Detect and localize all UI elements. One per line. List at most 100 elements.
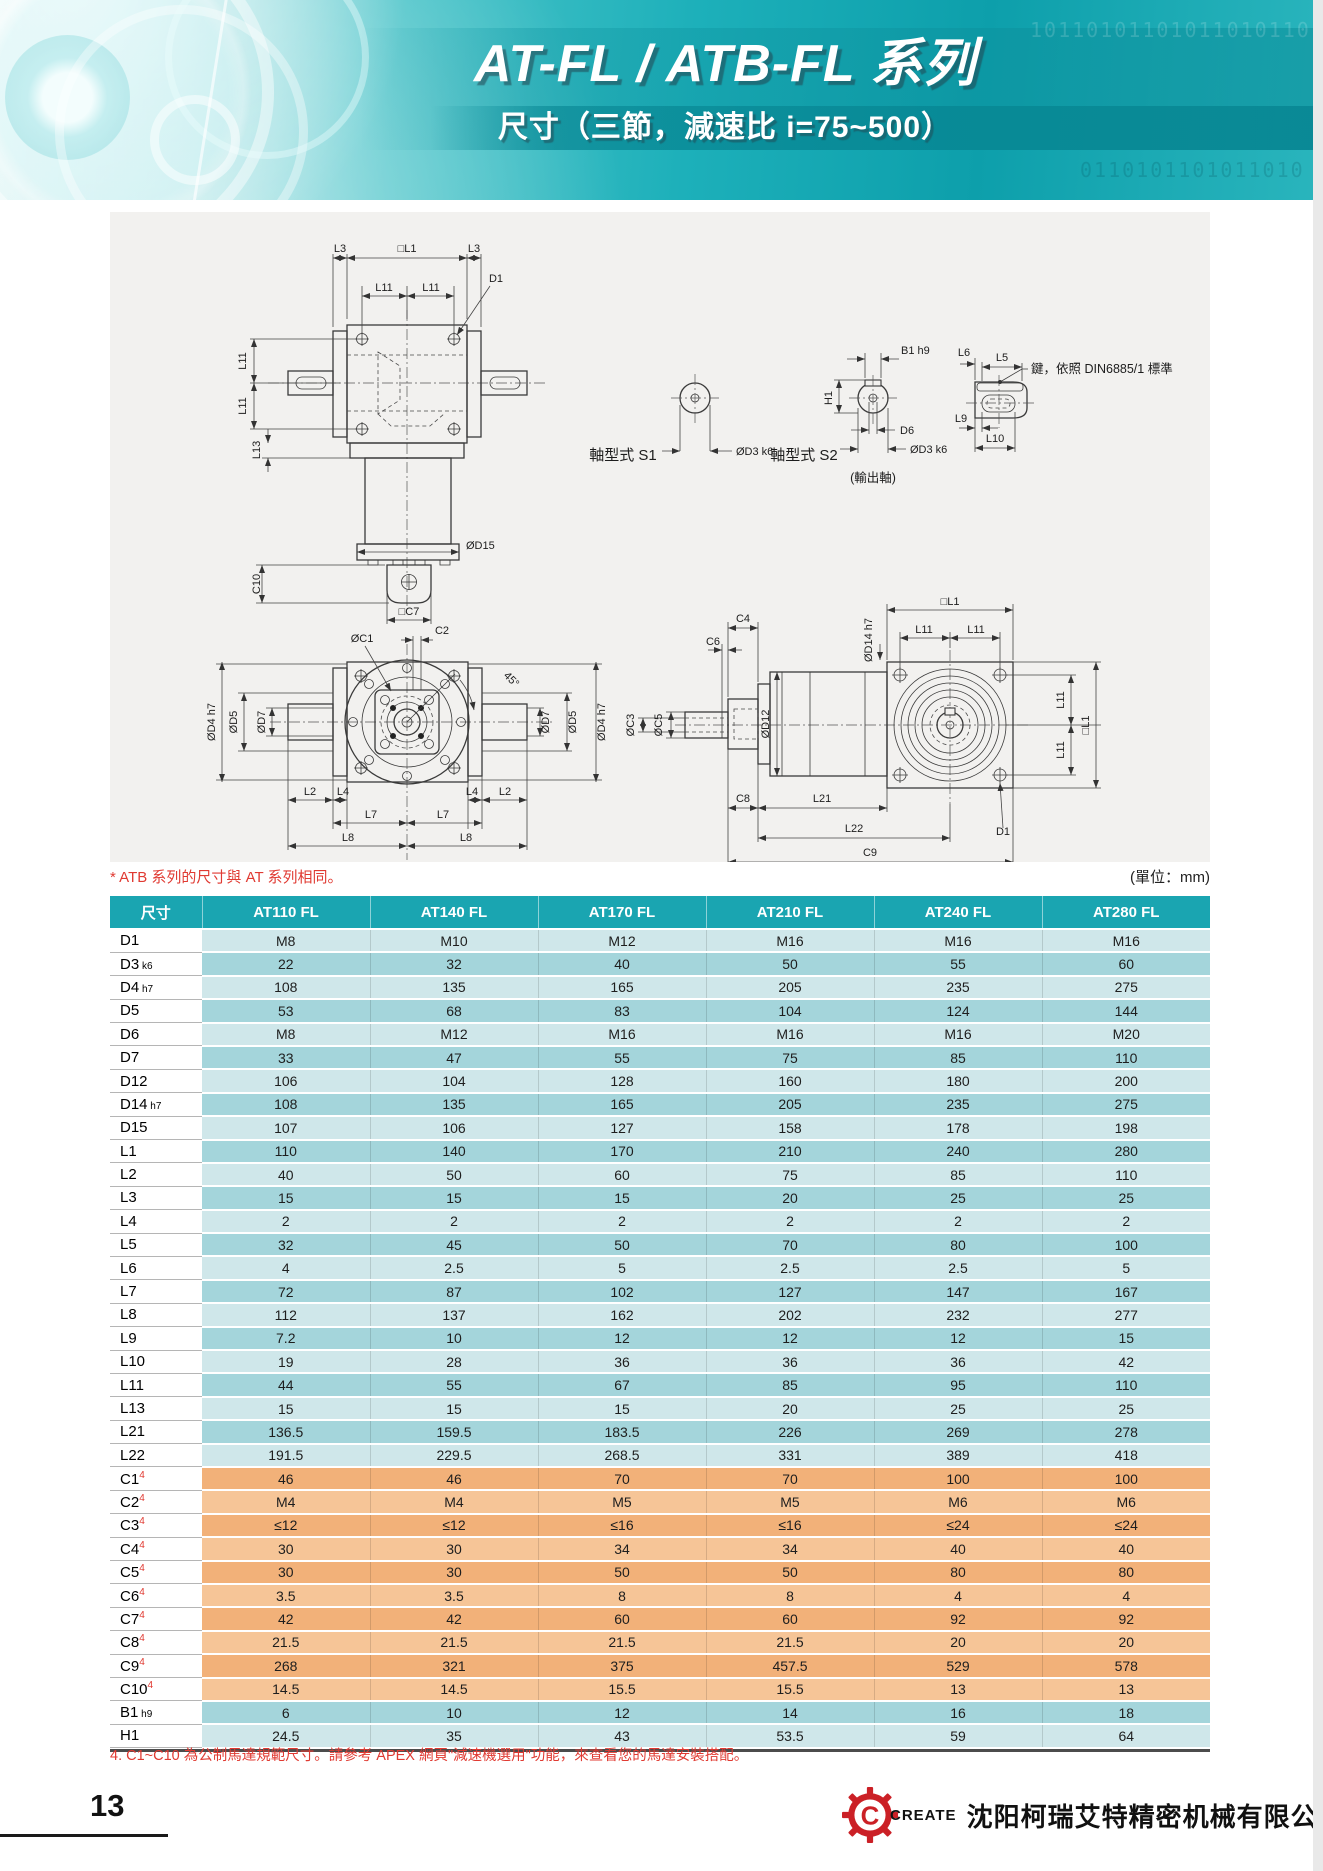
cell-value: 2.5	[370, 1256, 539, 1281]
cell-value: 135	[370, 1092, 539, 1118]
table-row: L2 40 50 60 75 85 110	[110, 1162, 1210, 1188]
cell-value: 389	[874, 1443, 1043, 1469]
cell-value: 205	[706, 975, 875, 1001]
cell-value: 110	[202, 1139, 371, 1164]
cell-value: 44	[202, 1373, 371, 1398]
cell-value: M6	[1042, 1490, 1210, 1515]
cell-value: 321	[370, 1654, 539, 1679]
row-label: L3	[110, 1186, 202, 1211]
cell-value: 268	[202, 1654, 371, 1679]
cell-value: 25	[874, 1186, 1043, 1211]
cell-value: 36	[538, 1350, 707, 1375]
cell-value: 55	[370, 1373, 539, 1398]
cell-value: M16	[706, 929, 875, 954]
cell-value: 15.5	[538, 1677, 707, 1702]
row-label: L7	[110, 1279, 202, 1304]
row-label: L6	[110, 1256, 202, 1281]
dimension-label: L7	[437, 809, 449, 821]
cell-value: 60	[538, 1607, 707, 1632]
cell-value: M12	[370, 1022, 539, 1047]
row-label: L9	[110, 1326, 202, 1351]
cell-value: 108	[202, 1092, 371, 1118]
table-row: L5 32 45 50 70 80 100	[110, 1233, 1210, 1258]
table-header-row: 尺寸 AT110 FL AT140 FL AT170 FL AT210 FL A…	[110, 896, 1210, 930]
row-label: L13	[110, 1396, 202, 1421]
table-row: C104 14.5 14.5 15.5 15.5 13 13	[110, 1677, 1210, 1702]
table-row: L7 72 87 102 127 147 167	[110, 1279, 1210, 1305]
table-row: L10 19 28 36 36 36 42	[110, 1350, 1210, 1375]
cell-value: 14	[706, 1700, 875, 1726]
cell-value: 53.5	[706, 1724, 875, 1749]
column-header-at210fl: AT210 FL	[706, 896, 875, 930]
cell-value: 19	[202, 1350, 371, 1375]
cell-value: 43	[538, 1724, 707, 1749]
cell-value: 33	[202, 1045, 371, 1071]
dimension-label: L3	[334, 243, 346, 255]
cell-value: 8	[538, 1583, 707, 1609]
cell-value: 15	[538, 1186, 707, 1211]
table-row: C34 ≤12 ≤12 ≤16 ≤16 ≤24 ≤24	[110, 1513, 1210, 1539]
cell-value: 124	[874, 999, 1043, 1024]
row-label: L8	[110, 1303, 202, 1328]
technical-drawing-panel: L3 □L1 L3 L11 L11 D1 L11 L11 L13 ØD15 C10 □C7 ØC1 C2 4…	[110, 212, 1210, 862]
dimension-label: L22	[845, 823, 863, 835]
cell-value: 110	[1042, 1045, 1210, 1071]
cell-value: 85	[706, 1373, 875, 1398]
cell-value: 70	[706, 1466, 875, 1492]
cell-value: 15.5	[706, 1677, 875, 1702]
dimension-label: L3	[468, 243, 480, 255]
cell-value: ≤16	[538, 1513, 707, 1539]
cell-value: 165	[538, 1092, 707, 1118]
cell-value: 12	[538, 1700, 707, 1726]
table-row: C74 42 42 60 60 92 92	[110, 1607, 1210, 1632]
cell-value: 92	[874, 1607, 1043, 1632]
cell-value: 2	[706, 1209, 875, 1235]
cell-value: 12	[706, 1326, 875, 1352]
spec-table-body: D1 M8 M10 M12 M16 M16 M16 D3 k6 22 32 40 50 55 60 D4 h…	[110, 929, 1210, 1749]
subtitle-band	[430, 106, 1323, 150]
cell-value: 14.5	[202, 1677, 371, 1702]
cell-value: 13	[874, 1677, 1043, 1702]
binary-pattern-decoration: 0110101101011010	[1080, 158, 1305, 182]
row-label: D6	[110, 1022, 202, 1047]
cell-value: 198	[1042, 1116, 1210, 1141]
dimension-label: L8	[460, 832, 472, 844]
cell-value: 180	[874, 1069, 1043, 1094]
cell-value: 183.5	[538, 1420, 707, 1445]
cell-value: 95	[874, 1373, 1043, 1398]
cell-value: 110	[1042, 1162, 1210, 1188]
cell-value: 136.5	[202, 1420, 371, 1445]
row-label: D7	[110, 1045, 202, 1070]
table-row: D5 53 68 83 104 124 144	[110, 999, 1210, 1024]
dimension-label: D1	[996, 826, 1010, 838]
cell-value: 104	[706, 999, 875, 1024]
cell-value: 15	[202, 1186, 371, 1211]
cell-value: 72	[202, 1279, 371, 1305]
dimension-label: L6	[958, 347, 970, 359]
row-label: C94	[110, 1654, 202, 1679]
table-row: L8 112 137 162 202 232 277	[110, 1303, 1210, 1328]
cell-value: 4	[1042, 1583, 1210, 1609]
cell-value: 128	[538, 1069, 707, 1094]
cell-value: 50	[706, 952, 875, 977]
cell-value: 106	[370, 1116, 539, 1141]
cell-value: 59	[874, 1724, 1043, 1749]
cell-value: 210	[706, 1139, 875, 1164]
table-row: B1 h9 6 10 12 14 16 18	[110, 1700, 1210, 1726]
table-row: L11 44 55 67 85 95 110	[110, 1373, 1210, 1398]
column-header-at280fl: AT280 FL	[1042, 896, 1210, 930]
cell-value: 47	[370, 1045, 539, 1071]
cell-value: 170	[538, 1139, 707, 1164]
row-label: D14 h7	[110, 1092, 202, 1117]
dimension-labels: L3 □L1 L3 L11 L11 D1 L11 L11 L13 ØD15 C10 □C7 ØC1 C2 4…	[206, 243, 1173, 859]
table-row: C94 268 321 375 457.5 529 578	[110, 1654, 1210, 1679]
row-label: L5	[110, 1233, 202, 1257]
technical-drawing: L3 □L1 L3 L11 L11 D1 L11 L11 L13 ØD15 C10 □C7 ØC1 C2 4…	[206, 243, 1173, 862]
cell-value: 25	[874, 1396, 1043, 1422]
row-label: D4 h7	[110, 975, 202, 1000]
table-row: L22 191.5 229.5 268.5 331 389 418	[110, 1443, 1210, 1469]
cell-value: 10	[370, 1700, 539, 1726]
cell-value: 240	[874, 1139, 1043, 1164]
logo-text: CREATE	[890, 1806, 957, 1824]
cell-value: 277	[1042, 1303, 1210, 1328]
